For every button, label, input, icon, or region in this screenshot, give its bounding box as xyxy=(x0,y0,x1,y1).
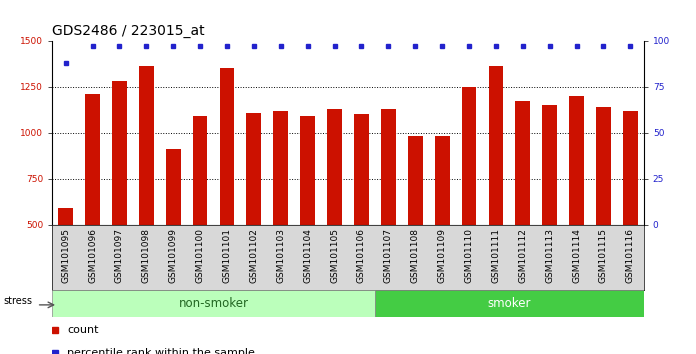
Text: GSM101105: GSM101105 xyxy=(330,228,339,283)
Text: GSM101101: GSM101101 xyxy=(223,228,232,283)
Text: GSM101114: GSM101114 xyxy=(572,228,581,283)
Bar xyxy=(381,109,396,317)
Bar xyxy=(327,109,342,317)
Bar xyxy=(596,107,611,317)
Text: percentile rank within the sample: percentile rank within the sample xyxy=(67,348,255,354)
Bar xyxy=(85,94,100,317)
Bar xyxy=(52,290,375,317)
Text: GSM101102: GSM101102 xyxy=(249,228,258,283)
Text: GSM101109: GSM101109 xyxy=(438,228,447,283)
Text: non-smoker: non-smoker xyxy=(179,297,248,310)
Text: GSM101108: GSM101108 xyxy=(411,228,420,283)
Bar xyxy=(300,116,315,317)
Text: GSM101096: GSM101096 xyxy=(88,228,97,283)
Text: GSM101107: GSM101107 xyxy=(383,228,393,283)
Text: GSM101112: GSM101112 xyxy=(519,228,528,283)
Text: count: count xyxy=(67,325,99,335)
Bar xyxy=(516,102,530,317)
Text: GSM101100: GSM101100 xyxy=(196,228,205,283)
Text: GSM101113: GSM101113 xyxy=(545,228,554,283)
Text: GSM101097: GSM101097 xyxy=(115,228,124,283)
Bar xyxy=(139,67,154,317)
Bar xyxy=(569,96,584,317)
Text: smoker: smoker xyxy=(488,297,531,310)
Text: GSM101110: GSM101110 xyxy=(464,228,473,283)
Text: stress: stress xyxy=(3,296,32,306)
Text: GSM101111: GSM101111 xyxy=(491,228,500,283)
Bar xyxy=(112,81,127,317)
Text: GDS2486 / 223015_at: GDS2486 / 223015_at xyxy=(52,24,205,38)
Text: GSM101099: GSM101099 xyxy=(168,228,177,283)
Text: GSM101104: GSM101104 xyxy=(303,228,313,283)
Bar xyxy=(461,87,476,317)
Text: GSM101098: GSM101098 xyxy=(142,228,151,283)
Text: GSM101095: GSM101095 xyxy=(61,228,70,283)
Bar xyxy=(220,68,235,317)
Text: GSM101115: GSM101115 xyxy=(599,228,608,283)
Bar xyxy=(246,113,261,317)
Bar xyxy=(489,67,503,317)
Bar xyxy=(623,111,638,317)
Bar xyxy=(435,136,450,317)
Bar xyxy=(58,208,73,317)
Bar xyxy=(166,149,180,317)
Bar xyxy=(542,105,557,317)
Text: GSM101103: GSM101103 xyxy=(276,228,285,283)
Text: GSM101116: GSM101116 xyxy=(626,228,635,283)
Bar xyxy=(193,116,207,317)
Bar xyxy=(375,290,644,317)
Bar xyxy=(408,136,422,317)
Bar xyxy=(354,114,369,317)
Bar xyxy=(274,111,288,317)
Text: GSM101106: GSM101106 xyxy=(357,228,366,283)
